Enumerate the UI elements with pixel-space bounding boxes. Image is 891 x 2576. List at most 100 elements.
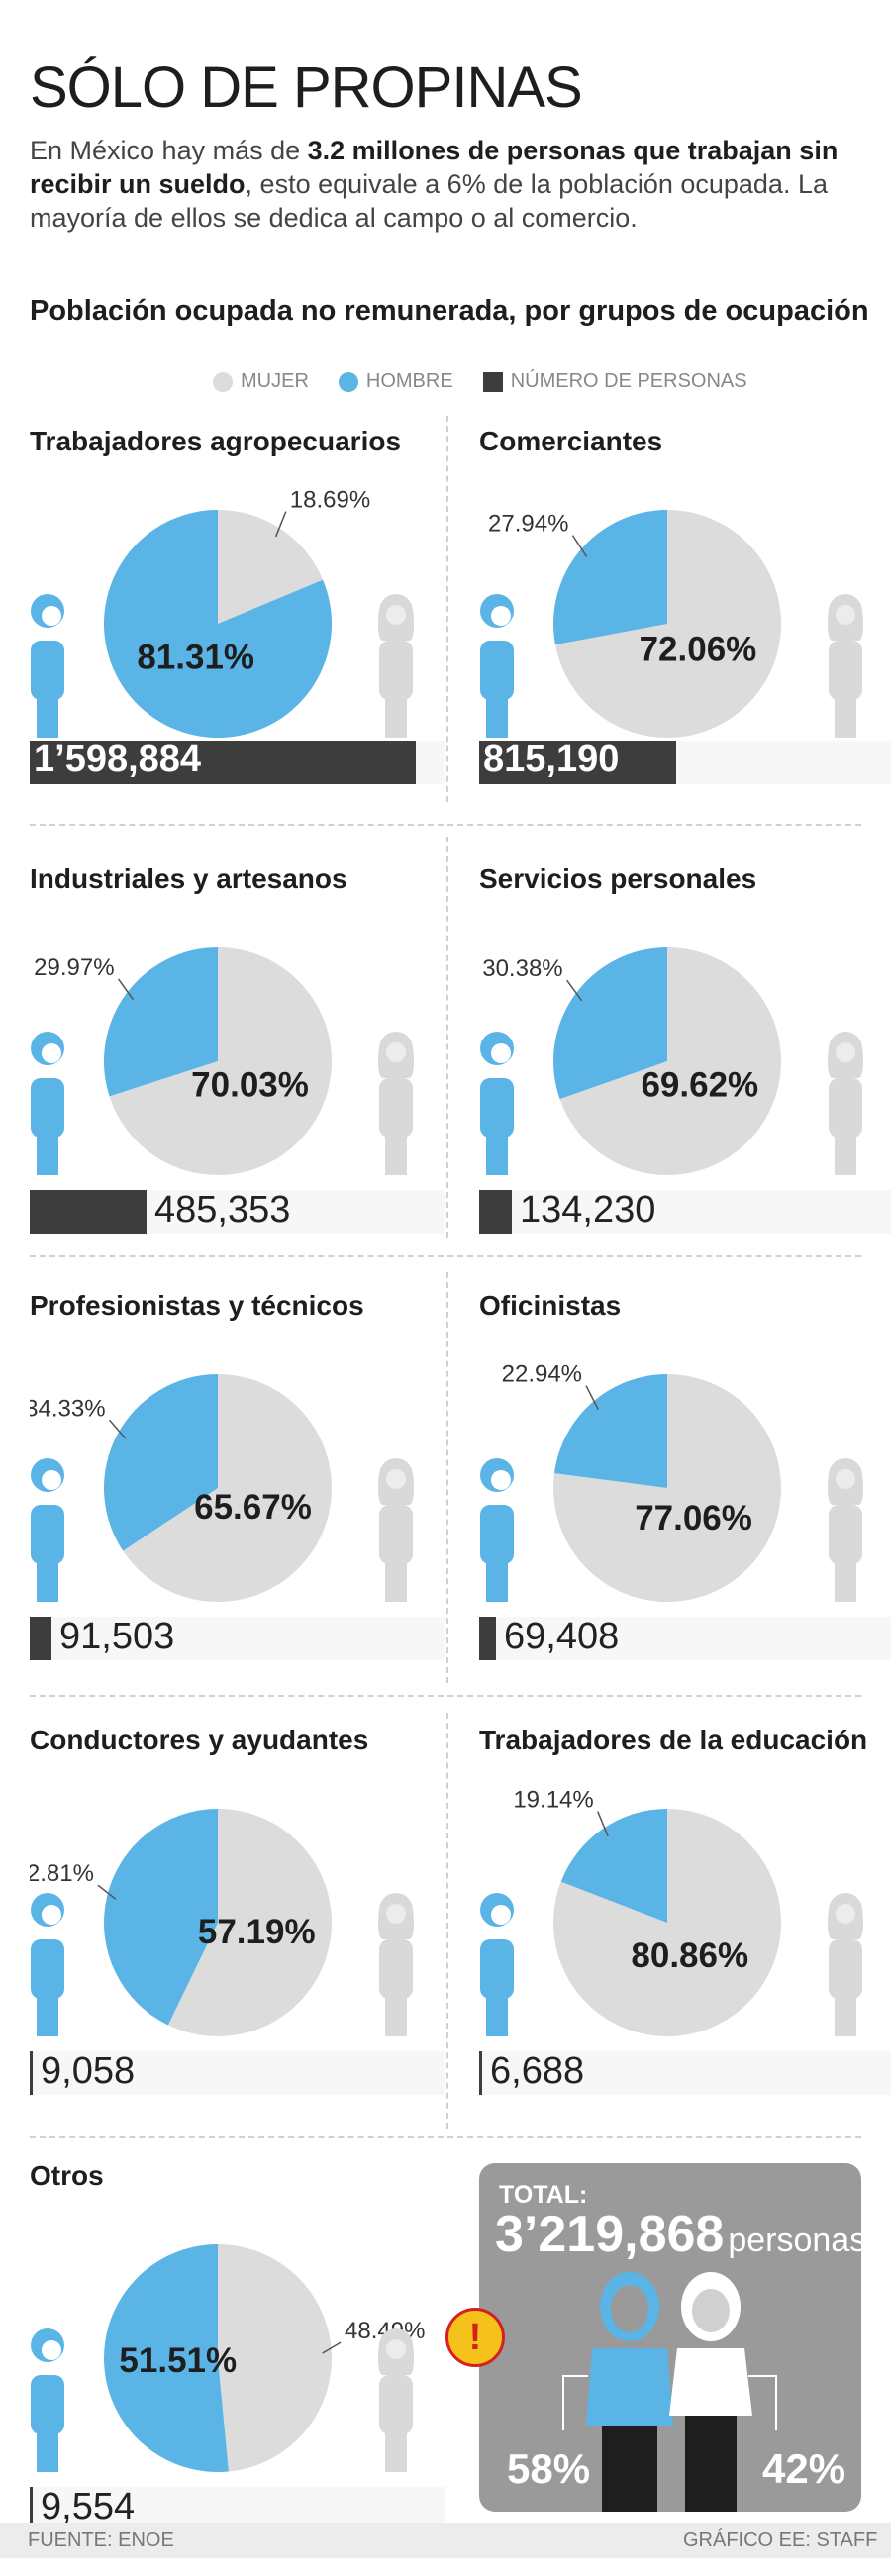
panel-title: Trabajadores de la educación <box>479 1725 868 1755</box>
panel-1: Trabajadores agropecuarios 18.69% 81.31% 1’… <box>30 426 446 842</box>
divider-vertical <box>446 1713 448 2129</box>
intro-bold: 3.2 millones de personas que trabajan si… <box>30 136 839 199</box>
pie-chart: 27.94% 72.06% <box>480 510 863 738</box>
legend-item-numero: NÚMERO DE PERSONAS <box>482 370 747 393</box>
panel-title: Servicios personales <box>479 863 757 894</box>
man-icon <box>480 1458 514 1602</box>
pct-label-hombre: 22.94% <box>502 1361 582 1388</box>
bar-track <box>479 1617 891 1660</box>
bar-track <box>479 2051 891 2095</box>
legend-item-mujer: MUJER <box>213 370 309 393</box>
leader-line <box>585 1385 599 1410</box>
bar-personas <box>479 1190 512 1234</box>
leader-line <box>322 2341 342 2354</box>
legend-label-hombre: HOMBRE <box>365 370 453 392</box>
leader-line <box>597 1811 609 1837</box>
pie-slice-hombre <box>104 1374 218 1551</box>
panel-4: Servicios personales 30.38% 69.62% 134,230 <box>479 863 891 1279</box>
bar-track <box>30 1617 446 1660</box>
woman-icon <box>378 594 414 738</box>
panel-3: Industriales y artesanos 29.97% 70.03% 485,… <box>30 863 446 1279</box>
bar-personas <box>30 1617 51 1660</box>
man-icon <box>480 594 514 738</box>
total-value: 3’219,868 personas <box>495 2205 866 2264</box>
man-icon <box>31 1032 64 1175</box>
divider-vertical <box>446 416 448 802</box>
bar-value-label: 134,230 <box>520 1189 656 1231</box>
divider-horizontal <box>30 2136 861 2138</box>
pie-slice-mujer <box>123 1374 332 1602</box>
alert-icon: ! <box>446 2308 505 2367</box>
leader-line <box>566 979 583 1002</box>
bar-value-label: 485,353 <box>154 1189 291 1231</box>
pct-label-mujer: 57.19% <box>198 1913 316 1951</box>
pie-chart: 48.49%51.51% <box>31 2244 425 2472</box>
panel-8: Trabajadores de la educación 19.14% 80.86%… <box>479 1725 891 2140</box>
pie-slice-hombre <box>553 510 667 645</box>
pct-label-mujer: 72.06% <box>640 631 757 669</box>
divider-horizontal <box>30 1695 861 1697</box>
total-woman-figure <box>669 2272 752 2512</box>
pie-slice-hombre <box>553 947 667 1100</box>
woman-icon <box>828 1032 863 1175</box>
total-box <box>479 2163 861 2512</box>
total-unit: personas <box>728 2222 867 2259</box>
leader-line <box>117 978 135 1001</box>
woman-icon <box>378 2328 414 2472</box>
man-icon <box>480 1032 514 1175</box>
pie-chart: 42.81% 57.19% <box>30 1809 414 2036</box>
pct-label-hombre: 27.94% <box>488 511 568 538</box>
panel-title: Comerciantes <box>479 426 663 456</box>
woman-icon <box>828 594 863 738</box>
pie-slice-mujer <box>167 1809 332 2036</box>
pie-slice-mujer <box>559 947 781 1175</box>
panel-title: Profesionistas y técnicos <box>30 1290 364 1321</box>
panel-title: Oficinistas <box>479 1290 622 1321</box>
bar-value-label: 69,408 <box>504 1616 620 1657</box>
pct-label-mujer: 70.03% <box>191 1066 309 1105</box>
pie-chart: 29.97% 70.03% <box>31 947 414 1175</box>
panel-9: Otros 48.49% 51.51% 9,554 <box>30 2160 446 2576</box>
leader-line <box>97 1884 117 1900</box>
divider-vertical <box>446 837 448 1238</box>
footer-bar <box>0 2523 891 2558</box>
legend-swatch-hombre <box>338 371 358 392</box>
bar-personas <box>30 2051 33 2095</box>
pie-slice-hombre <box>553 1374 667 1488</box>
pie-slice-hombre <box>104 2244 229 2472</box>
pie-slice-hombre <box>560 1809 667 1923</box>
panel-title: Industriales y artesanos <box>30 863 347 894</box>
pie-slice-mujer <box>218 510 324 624</box>
total-mujer-pct: 42% <box>762 2445 846 2492</box>
pie-slice-hombre <box>104 1809 218 2026</box>
bar-value-label: 9,058 <box>41 2050 136 2092</box>
bar-personas <box>30 1190 147 1234</box>
bar-value-label: 1’598,884 <box>34 739 202 780</box>
woman-icon <box>378 1893 414 2036</box>
woman-icon <box>378 1458 414 1602</box>
leader-line <box>571 535 588 557</box>
pct-label-hombre: 42.81% <box>30 1860 94 1887</box>
pct-label-hombre: 34.33% <box>30 1395 106 1422</box>
bar-personas <box>479 1617 496 1660</box>
legend-label-numero: NÚMERO DE PERSONAS <box>510 370 747 392</box>
bar-value-label: 6,688 <box>490 2050 585 2092</box>
woman-icon <box>828 1458 863 1602</box>
pie-chart: 34.33% 65.67% <box>30 1374 414 1602</box>
pie-chart: 22.94% 77.06% <box>480 1361 863 1602</box>
woman-icon <box>378 1032 414 1175</box>
intro-part-2: , esto equivale a 6% de la población ocu… <box>30 169 828 233</box>
pct-label-hombre: 81.31% <box>137 639 254 677</box>
bar-value-label: 9,554 <box>41 2486 136 2527</box>
legend-swatch-mujer <box>213 371 233 392</box>
pct-label-hombre: 29.97% <box>34 954 114 981</box>
pct-label-mujer: 77.06% <box>635 1499 752 1537</box>
divider-horizontal <box>30 824 861 826</box>
total-label: TOTAL: <box>499 2181 588 2209</box>
panel-6: Oficinistas 22.94% 77.06% 69,408 <box>479 1290 891 1706</box>
pie-slice-mujer <box>109 947 332 1175</box>
total-figures <box>562 2272 777 2512</box>
credit-text: GRÁFICO EE: STAFF <box>683 2529 878 2551</box>
bar-track <box>479 1190 891 1234</box>
chart-subtitle: Población ocupada no remunerada, por gru… <box>30 295 869 327</box>
